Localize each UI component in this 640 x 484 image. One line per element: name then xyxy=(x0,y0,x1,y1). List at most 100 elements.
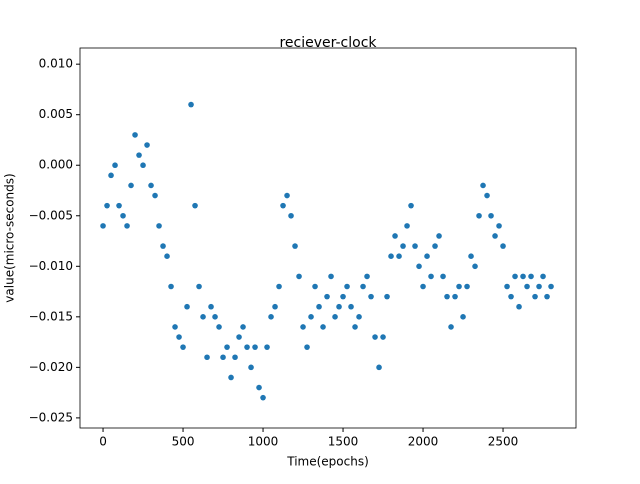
point xyxy=(316,303,322,310)
point xyxy=(236,334,242,340)
point xyxy=(428,273,434,280)
point xyxy=(424,253,430,259)
point xyxy=(280,202,286,209)
point xyxy=(288,212,294,219)
point xyxy=(160,243,166,249)
point xyxy=(208,303,214,310)
point xyxy=(380,334,386,340)
point xyxy=(312,283,318,290)
point xyxy=(152,192,158,199)
point xyxy=(100,223,106,229)
point xyxy=(224,344,230,350)
point xyxy=(148,182,154,189)
y-tick-label: −0.005 xyxy=(29,208,73,222)
point xyxy=(464,283,470,290)
point xyxy=(352,324,358,330)
point xyxy=(344,283,350,290)
point xyxy=(192,202,198,209)
point xyxy=(116,202,122,209)
point xyxy=(392,233,398,239)
point xyxy=(460,314,466,320)
point xyxy=(500,243,506,249)
point xyxy=(232,354,238,361)
point xyxy=(188,101,194,108)
y-tick-label: −0.025 xyxy=(29,410,73,424)
point xyxy=(200,314,206,320)
point xyxy=(408,202,414,209)
point xyxy=(504,283,510,290)
y-tick-label: −0.010 xyxy=(29,259,73,273)
point xyxy=(468,253,474,259)
x-tick-label: 0 xyxy=(99,435,107,449)
point xyxy=(180,344,186,350)
point xyxy=(184,303,190,310)
point xyxy=(268,314,274,320)
point xyxy=(120,212,126,219)
point xyxy=(136,152,142,158)
point xyxy=(508,293,514,300)
point xyxy=(540,273,546,280)
point xyxy=(104,202,110,209)
point xyxy=(456,283,462,290)
point xyxy=(484,192,490,199)
point xyxy=(372,334,378,340)
y-tick-label: −0.015 xyxy=(29,309,73,323)
plot-frame xyxy=(79,47,577,429)
x-tick-label: 1000 xyxy=(248,435,279,449)
point xyxy=(144,142,150,148)
point xyxy=(228,374,234,381)
point xyxy=(220,354,226,361)
point xyxy=(496,223,502,229)
point xyxy=(368,293,374,300)
point xyxy=(524,283,530,290)
point xyxy=(276,283,282,290)
point xyxy=(332,314,338,320)
point xyxy=(244,344,250,350)
y-tick-label: 0.010 xyxy=(39,57,73,71)
point xyxy=(216,324,222,330)
point xyxy=(400,243,406,249)
point xyxy=(440,273,446,280)
x-tick-label: 500 xyxy=(172,435,195,449)
x-tick-label: 2000 xyxy=(408,435,439,449)
point xyxy=(448,324,454,330)
point xyxy=(284,192,290,199)
point xyxy=(128,182,134,189)
point xyxy=(348,303,354,310)
point xyxy=(112,162,118,169)
point xyxy=(516,303,522,310)
point xyxy=(320,324,326,330)
point xyxy=(396,253,402,259)
point xyxy=(360,283,366,290)
point xyxy=(212,314,218,320)
point xyxy=(548,283,554,290)
point xyxy=(124,223,130,229)
point xyxy=(108,172,114,179)
point xyxy=(328,273,334,280)
point xyxy=(264,344,270,350)
point xyxy=(336,303,342,310)
x-axis-label: Time(epochs) xyxy=(286,455,369,469)
point xyxy=(520,273,526,280)
point xyxy=(444,293,450,300)
point xyxy=(304,344,310,350)
point xyxy=(492,233,498,239)
point xyxy=(292,243,298,249)
point xyxy=(256,384,262,391)
point xyxy=(512,273,518,280)
point xyxy=(204,354,210,361)
point xyxy=(164,253,170,259)
point xyxy=(388,253,394,259)
x-tick-label: 1500 xyxy=(328,435,359,449)
point xyxy=(476,212,482,219)
point xyxy=(436,233,442,239)
point xyxy=(308,314,314,320)
point xyxy=(536,283,542,290)
point xyxy=(168,283,174,290)
point xyxy=(452,293,458,300)
point xyxy=(472,263,478,270)
point xyxy=(340,293,346,300)
y-tick-label: 0.005 xyxy=(39,107,73,121)
